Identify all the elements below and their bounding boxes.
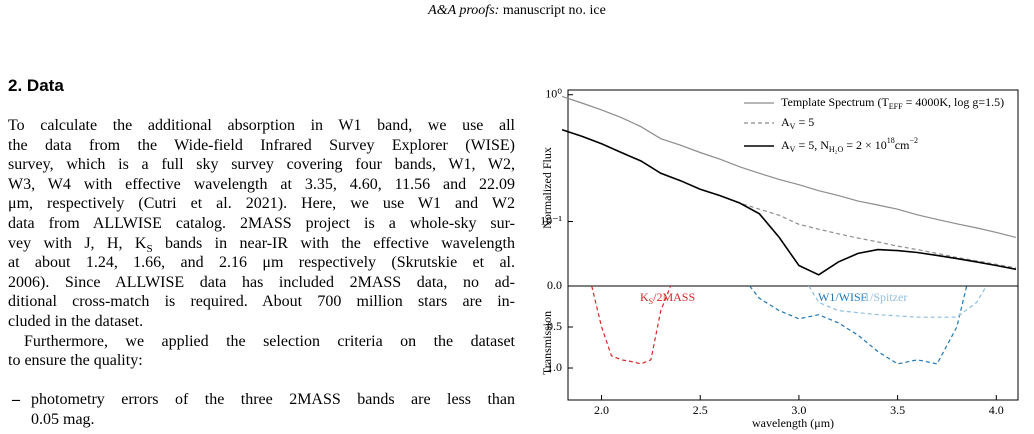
- text-line: 0.05 mag.: [31, 410, 95, 428]
- legend-label: AV = 5: [781, 115, 814, 132]
- text-run: A: [781, 138, 790, 152]
- series-label: W1/WISE: [818, 290, 868, 304]
- list-item: – photometry errors of the three 2MASS ba…: [8, 390, 515, 429]
- bullet: –: [12, 391, 20, 409]
- text-run: I1/Spitzer: [860, 290, 907, 304]
- text-run: = 2 × 10: [843, 138, 887, 152]
- text-run: vey with J, H, K: [8, 234, 147, 252]
- y-tick-label: 1.0: [547, 360, 562, 374]
- text-run: = 5, N: [795, 138, 829, 152]
- running-header: A&A proofs: manuscript no. ice: [0, 3, 1034, 19]
- series-line: [561, 95, 1017, 238]
- y-tick-label: 10⁻¹: [540, 213, 562, 227]
- section-title: Data: [26, 76, 64, 95]
- subscript: V: [790, 122, 796, 131]
- x-tick-label: 2.0: [594, 403, 609, 417]
- y-tick-label: 0.0: [547, 278, 562, 292]
- body-text: To calculate the additional absorption i…: [8, 116, 515, 430]
- section-number: 2.: [8, 76, 23, 95]
- text-run: K: [640, 290, 649, 304]
- section-heading: 2. Data: [8, 76, 64, 96]
- subscript: S: [649, 297, 653, 306]
- text-line: to ensure the quality:: [8, 352, 143, 370]
- series-line: [561, 129, 1017, 269]
- manuscript: manuscript no. ice: [502, 3, 606, 18]
- text-run: W1/WISE: [818, 290, 868, 304]
- subscript: H₂O: [829, 145, 844, 154]
- text-line: data from ALLWISE catalog. 2MASS project…: [8, 214, 515, 232]
- legend-label: AV = 5, NH₂O = 2 × 1018cm−2: [781, 136, 918, 154]
- superscript: 18: [887, 136, 895, 145]
- text-line: photometry errors of the three 2MASS ban…: [31, 391, 515, 409]
- text-line: vey with J, H, KS bands in near-IR with …: [8, 234, 515, 255]
- text-line: cluded in the dataset.: [8, 312, 144, 330]
- text-run: cm: [895, 138, 910, 152]
- y-axis-label: Transmission: [540, 311, 554, 375]
- series-label: I1/Spitzer: [860, 290, 907, 304]
- text-run: = 5: [795, 115, 814, 129]
- plot-frame: [567, 285, 1019, 401]
- x-tick-label: 3.5: [890, 403, 905, 417]
- x-axis-label: wavelength (μm): [752, 416, 834, 430]
- x-tick-label: 2.5: [693, 403, 708, 417]
- legend-label: Template Spectrum (TEFF = 4000K, log g=1…: [781, 95, 1004, 112]
- y-tick-label: 0.5: [547, 319, 562, 333]
- series-line: [591, 285, 672, 365]
- text-run: /2MASS: [653, 290, 695, 304]
- subscript: EFF: [889, 102, 903, 111]
- subscript: V: [790, 145, 796, 154]
- text-line: 2006). Since ALLWISE data has included 2…: [8, 273, 515, 291]
- text-line: W3, W4 with effective wavelength at 3.35…: [8, 175, 515, 193]
- series-line: [561, 128, 1017, 276]
- text-line: Furthermore, we applied the selection cr…: [24, 332, 515, 350]
- series-line: [808, 285, 987, 318]
- y-tick-label: 10⁰: [545, 86, 562, 100]
- journal: A&A proofs:: [428, 3, 500, 18]
- subscript: S: [146, 242, 153, 255]
- x-tick-label: 3.0: [791, 403, 806, 417]
- y-axis-label: Normalized Flux: [540, 147, 554, 229]
- series-label: KS/2MASS: [640, 290, 695, 307]
- text-line: the data from the Wide-field Infrared Su…: [8, 136, 515, 154]
- x-tick-label: 4.0: [989, 403, 1004, 417]
- text-run: Template Spectrum (T: [781, 95, 889, 109]
- text-run: bands in near-IR with the effective wave…: [152, 234, 515, 252]
- text-line: ditional cross-match is required. About …: [8, 293, 515, 311]
- superscript: −2: [909, 136, 918, 145]
- text-run: = 4000K, log g=1.5): [903, 95, 1005, 109]
- text-line: at about 1.24, 1.66, and 2.16 μm respect…: [8, 254, 515, 272]
- text-line: μm, respectively (Cutri et al. 2021). He…: [8, 195, 515, 213]
- text-run: A: [781, 115, 790, 129]
- text-line: survey, which is a full sky survey cover…: [8, 156, 515, 174]
- text-line: To calculate the additional absorption i…: [8, 117, 515, 134]
